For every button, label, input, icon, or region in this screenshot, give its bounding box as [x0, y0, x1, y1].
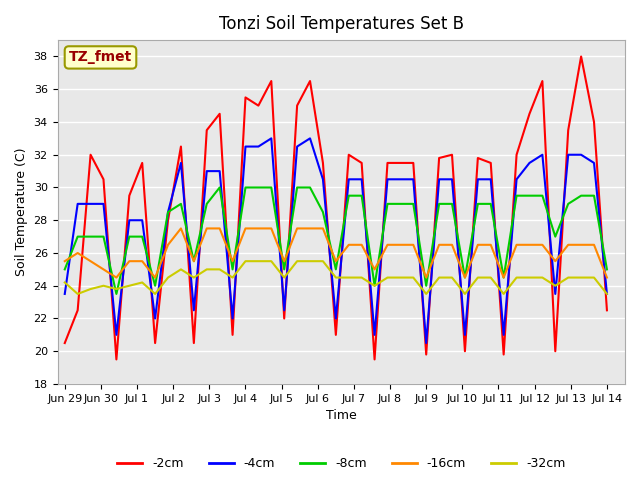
Text: TZ_fmet: TZ_fmet	[69, 50, 132, 64]
Legend: -2cm, -4cm, -8cm, -16cm, -32cm: -2cm, -4cm, -8cm, -16cm, -32cm	[112, 452, 570, 475]
Title: Tonzi Soil Temperatures Set B: Tonzi Soil Temperatures Set B	[219, 15, 464, 33]
Y-axis label: Soil Temperature (C): Soil Temperature (C)	[15, 148, 28, 276]
X-axis label: Time: Time	[326, 409, 356, 422]
